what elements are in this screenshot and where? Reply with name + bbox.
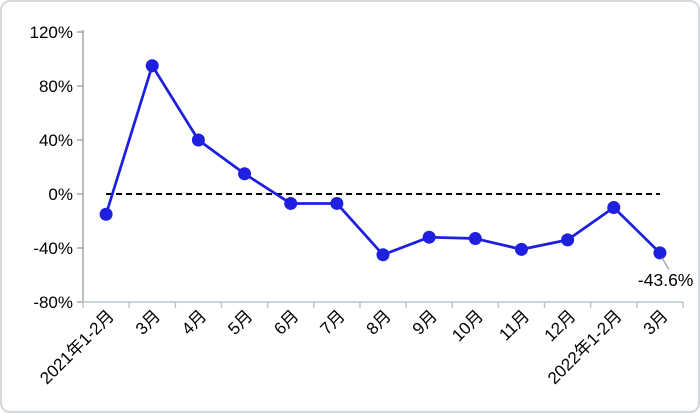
y-axis-label: 120%	[30, 23, 73, 42]
y-axis-label: 40%	[39, 131, 73, 150]
x-axis-label: 10月	[448, 306, 487, 345]
x-axis-label: 8月	[363, 306, 395, 338]
annotation-label: -43.6%	[638, 270, 693, 290]
x-axis-label: 4月	[178, 306, 210, 338]
chart-layer: 120% 80% 40% 0% -40% -80%2021年1-2月 3月 4月 5月 6月 7月 8…	[30, 23, 684, 388]
data-point-marker	[607, 201, 621, 214]
data-point-marker	[468, 232, 482, 246]
data-point-marker	[422, 230, 436, 244]
data-point-marker	[561, 233, 575, 247]
data-point-marker	[330, 196, 344, 210]
data-point-marker	[99, 207, 113, 221]
data-point-marker	[653, 246, 667, 260]
data-point-marker	[376, 248, 390, 262]
x-axis-label: 2021年1-2月	[36, 306, 118, 388]
x-axis-label: 7月	[317, 306, 349, 338]
data-point-marker	[191, 133, 205, 147]
x-axis-label: 3月	[132, 306, 164, 338]
x-axis-label: 9月	[409, 306, 441, 338]
data-point-marker	[145, 59, 159, 73]
y-axis-label: -80%	[33, 293, 73, 312]
annotation-leader-line	[661, 257, 670, 270]
y-axis-label: 80%	[39, 77, 73, 96]
x-axis-label: 11月	[495, 306, 533, 344]
x-axis-label: 12月	[541, 306, 580, 345]
y-axis-label: 0%	[48, 185, 73, 204]
data-point-marker	[514, 242, 528, 256]
x-axis-label: 3月	[640, 306, 672, 338]
data-point-marker	[284, 196, 298, 210]
data-line	[104, 64, 662, 257]
x-axis-label: 6月	[270, 306, 302, 338]
data-point-marker	[238, 167, 252, 181]
x-axis-label: 5月	[224, 306, 256, 338]
y-axis-label: -40%	[33, 239, 73, 258]
